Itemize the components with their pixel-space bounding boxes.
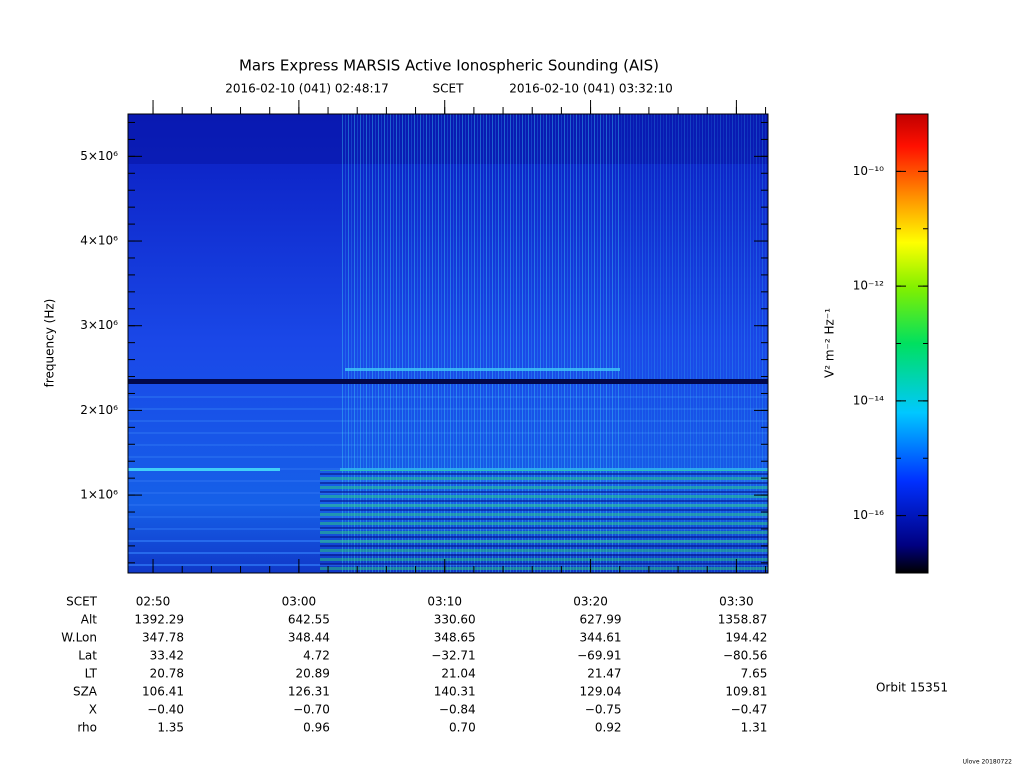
- ephemeris-value: 1358.87: [718, 613, 768, 627]
- ephemeris-value: 348.44: [288, 631, 330, 645]
- ephemeris-label: Alt: [81, 613, 98, 627]
- ephemeris-value: 21.04: [441, 667, 475, 681]
- ephemeris-label: SCET: [66, 595, 98, 609]
- ephemeris-value: −0.40: [147, 703, 184, 717]
- ephemeris-value: 21.47: [587, 667, 621, 681]
- orbit-label: Orbit 15351: [876, 681, 948, 695]
- ephemeris-value: 1.35: [157, 721, 184, 735]
- ephemeris-value: 4.72: [303, 649, 330, 663]
- x-tick-label: 02:50: [136, 595, 171, 609]
- ephemeris-value: −80.56: [723, 649, 767, 663]
- x-tick-label: 03:10: [427, 595, 462, 609]
- ephemeris-value: 129.04: [580, 685, 622, 699]
- ephemeris-value: 106.41: [142, 685, 184, 699]
- chart-title: Mars Express MARSIS Active Ionospheric S…: [239, 57, 659, 75]
- ephemeris-value: 1392.29: [134, 613, 184, 627]
- ephemeris-label: X: [89, 703, 97, 717]
- colorbar-label: V² m⁻² Hz⁻¹: [823, 308, 837, 378]
- ephemeris-value: −0.70: [293, 703, 330, 717]
- ephemeris-value: 0.92: [595, 721, 622, 735]
- ephemeris-value: 140.31: [434, 685, 476, 699]
- colorbar-tick-label: 10⁻¹⁶: [853, 508, 884, 522]
- footer: Ulove 20180722: [963, 759, 1013, 766]
- ephemeris-value: 194.42: [725, 631, 767, 645]
- ephemeris-value: −69.91: [577, 649, 621, 663]
- ephemeris-value: 126.31: [288, 685, 330, 699]
- ephemeris-value: 20.78: [150, 667, 184, 681]
- ephemeris-value: 109.81: [725, 685, 767, 699]
- x-tick-label: 03:30: [719, 595, 754, 609]
- ephemeris-value: 1.31: [741, 721, 768, 735]
- ephemeris-value: 0.96: [303, 721, 330, 735]
- y-tick-label: 5×10⁶: [80, 149, 118, 163]
- end-time: 2016-02-10 (041) 03:32:10: [509, 82, 673, 96]
- ephemeris-value: −0.75: [585, 703, 622, 717]
- ephemeris-label: LT: [85, 667, 98, 681]
- ephemeris-value: 7.65: [741, 667, 768, 681]
- colorbar-tick-label: 10⁻¹²: [853, 279, 884, 293]
- ephemeris-label: rho: [77, 721, 97, 735]
- ephemeris-value: 20.89: [296, 667, 330, 681]
- ephemeris-value: 347.78: [142, 631, 184, 645]
- ephemeris-value: 330.60: [434, 613, 476, 627]
- y-axis-label: frequency (Hz): [43, 299, 57, 388]
- ephemeris-value: 33.42: [150, 649, 184, 663]
- ephemeris-label: Lat: [78, 649, 97, 663]
- y-tick-label: 1×10⁶: [80, 488, 118, 502]
- ephemeris-value: −0.84: [439, 703, 476, 717]
- ephemeris-value: 642.55: [288, 613, 330, 627]
- ephemeris-label: W.Lon: [61, 631, 97, 645]
- ephemeris-value: −0.47: [731, 703, 768, 717]
- plot-frame: [127, 113, 769, 574]
- ephemeris-label: SZA: [73, 685, 98, 699]
- colorbar-tick-label: 10⁻¹⁴: [853, 393, 884, 407]
- ephemeris-value: 0.70: [449, 721, 476, 735]
- y-tick-label: 2×10⁶: [80, 403, 118, 417]
- time-label: SCET: [433, 82, 465, 96]
- ephemeris-value: 348.65: [434, 631, 476, 645]
- colorbar-tick-label: 10⁻¹⁰: [853, 164, 884, 178]
- ephemeris-value: 344.61: [580, 631, 622, 645]
- x-tick-label: 03:20: [573, 595, 608, 609]
- spectrogram-image: [128, 114, 768, 573]
- start-time: 2016-02-10 (041) 02:48:17: [225, 82, 389, 96]
- y-tick-label: 4×10⁶: [80, 234, 118, 248]
- ephemeris-value: 627.99: [580, 613, 622, 627]
- ephemeris-value: −32.71: [431, 649, 475, 663]
- x-tick-label: 03:00: [282, 595, 317, 609]
- y-tick-label: 3×10⁶: [80, 318, 118, 332]
